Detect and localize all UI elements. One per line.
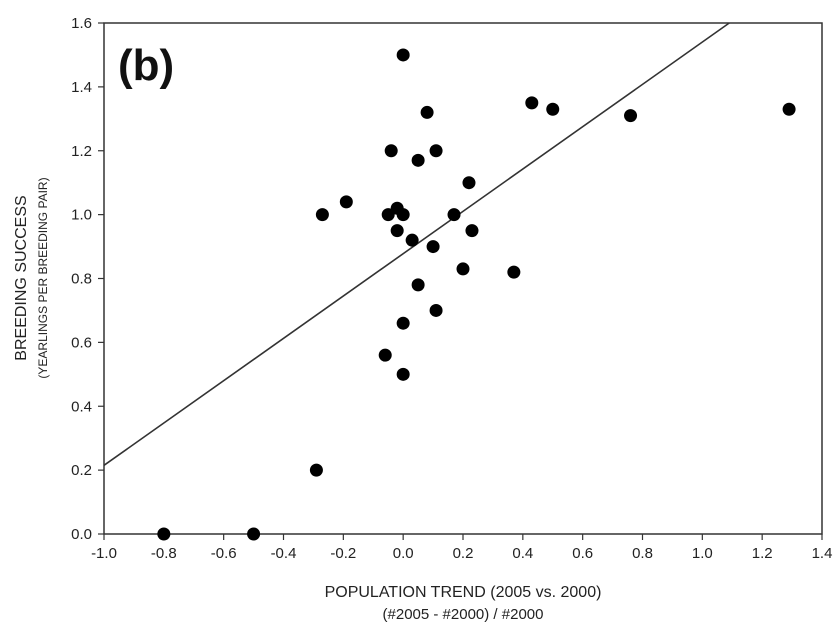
- y-axis-sublabel: (YEARLINGS PER BREEDING PAIR): [36, 177, 50, 378]
- data-point: [384, 144, 398, 158]
- data-point: [447, 208, 461, 222]
- data-point: [396, 48, 410, 62]
- y-tick-label: 0.2: [71, 462, 92, 479]
- y-tick-label: 1.6: [71, 15, 92, 32]
- data-point: [157, 527, 171, 541]
- data-point: [507, 265, 521, 279]
- data-point: [782, 102, 796, 116]
- x-tick-label: 0.2: [453, 545, 474, 562]
- y-tick-label: 0.4: [71, 398, 92, 415]
- data-point: [429, 144, 443, 158]
- data-point: [339, 195, 353, 209]
- x-tick-label: -0.8: [151, 545, 177, 562]
- data-point: [546, 102, 560, 116]
- data-point: [381, 208, 395, 222]
- x-axis-ticks: -1.0 -0.8 -0.6 -0.4 -0.2 0.0 0.2 0.4 0.6 0.8 1.0 1.…: [91, 534, 832, 562]
- plot-frame: [103, 22, 823, 535]
- data-point: [411, 278, 425, 292]
- x-tick-label: 0.6: [572, 545, 593, 562]
- data-point: [396, 316, 410, 330]
- data-point: [378, 348, 392, 362]
- x-tick-label: -0.4: [271, 545, 297, 562]
- y-tick-label: 1.4: [71, 79, 92, 96]
- data-point: [525, 96, 539, 110]
- panel-label: (b): [118, 41, 174, 90]
- data-point: [405, 233, 419, 247]
- x-tick-label: 0.8: [632, 545, 653, 562]
- data-point: [396, 367, 410, 381]
- y-tick-label: 0.8: [71, 271, 92, 288]
- data-point: [429, 303, 443, 317]
- x-tick-label: -1.0: [91, 545, 117, 562]
- data-point: [309, 463, 323, 477]
- x-tick-label: 1.4: [812, 545, 833, 562]
- data-point: [426, 240, 440, 254]
- y-axis-ticks: 0.0 0.2 0.4 0.6 0.8 1.0 1.2 1.4 1.6: [71, 15, 104, 543]
- y-axis-label: BREEDING SUCCESS: [13, 195, 30, 360]
- data-point: [420, 105, 434, 119]
- x-tick-label: -0.2: [330, 545, 356, 562]
- data-point: [396, 208, 410, 222]
- x-tick-label: 1.0: [692, 545, 713, 562]
- y-tick-label: 0.0: [71, 526, 92, 543]
- data-point: [315, 208, 329, 222]
- data-point: [456, 262, 470, 276]
- y-tick-label: 1.0: [71, 207, 92, 224]
- x-axis-label: POPULATION TREND (2005 vs. 2000): [325, 584, 602, 601]
- data-point: [411, 153, 425, 167]
- data-point: [390, 224, 404, 238]
- y-tick-label: 0.6: [71, 334, 92, 351]
- data-point: [462, 176, 476, 190]
- x-tick-label: 1.2: [752, 545, 773, 562]
- x-tick-label: -0.6: [211, 545, 237, 562]
- data-points: [157, 48, 796, 541]
- x-tick-label: 0.0: [393, 545, 414, 562]
- y-tick-label: 1.2: [71, 143, 92, 160]
- data-point: [247, 527, 261, 541]
- x-tick-label: 0.4: [512, 545, 533, 562]
- x-axis-sublabel: (#2005 - #2000) / #2000: [383, 606, 544, 623]
- data-point: [624, 109, 638, 123]
- data-point: [465, 224, 479, 238]
